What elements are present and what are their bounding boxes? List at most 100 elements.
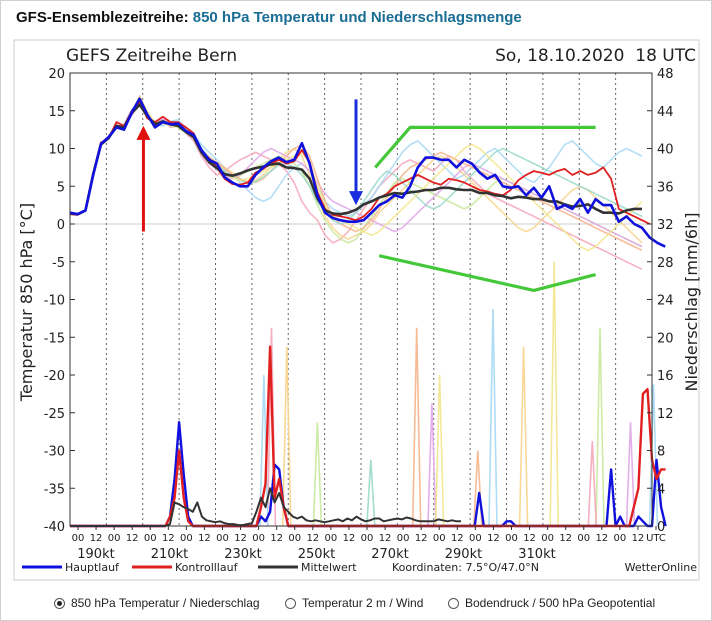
x-hour-label: 12	[306, 533, 319, 544]
view-selector: 850 hPa Temperatur / Niederschlag Temper…	[0, 590, 712, 616]
source-label: WetterOnline	[625, 561, 698, 574]
x-hour-label: 00	[577, 533, 590, 544]
ensemble-precip-spike	[411, 327, 422, 527]
x-hour-label: 00	[288, 533, 301, 544]
x-hour-label: 12	[523, 533, 536, 544]
ensemble-chart: GEFS Zeitreihe Bern So, 18.10.2020 18 UT…	[13, 39, 701, 581]
ensemble-precip-spike	[595, 327, 605, 527]
x-hour-label: 12	[162, 533, 175, 544]
x-hour-label: 00	[541, 533, 554, 544]
y-tick-label-right: 28	[657, 256, 674, 271]
y-tick-label-right: 4	[657, 482, 665, 497]
series-layer	[69, 97, 666, 248]
y-tick-label-left: 15	[48, 105, 65, 120]
grid-layer	[70, 73, 652, 526]
x-hour-label: 12	[270, 533, 283, 544]
y-axis-label-left: Temperatur 850 hPa [°C]	[17, 203, 36, 402]
x-hour-label: 00	[325, 533, 338, 544]
ensemble-precip-spike	[518, 346, 529, 527]
y-tick-label-left: -40	[44, 520, 65, 535]
radio-temperature-2m-wind[interactable]: Temperatur 2 m / Wind	[285, 596, 423, 610]
radio-label: 850 hPa Temperatur / Niederschlag	[71, 596, 260, 610]
y-tick-label-left: -35	[44, 482, 65, 497]
chart-title: GEFS Zeitreihe Bern	[66, 46, 237, 66]
y-tick-label-left: -30	[44, 445, 65, 460]
x-hour-label: 12	[379, 533, 392, 544]
coordinates-label: Koordinaten: 7.5°O/47.0°N	[392, 561, 539, 574]
chart-date-label: So, 18.10.2020 18 UTC	[495, 46, 696, 66]
ensemble-precip-spike	[427, 403, 437, 527]
y-tick-label-left: 10	[48, 143, 65, 158]
y-tick-label-right: 12	[657, 407, 674, 422]
radio-label: Temperatur 2 m / Wind	[302, 596, 424, 610]
ensemble-precip-spike	[549, 261, 559, 527]
x-hour-label: 12	[487, 533, 500, 544]
x-hour-label: 00	[361, 533, 374, 544]
x-hour-label: 00	[469, 533, 482, 544]
x-hour-label: 12	[234, 533, 247, 544]
x-hour-label: 12	[632, 533, 645, 544]
x-hour-label: 12	[595, 533, 608, 544]
y-tick-label-right: 24	[657, 294, 674, 309]
green-spread-bound-line	[374, 125, 596, 169]
x-date-label: 310kt	[518, 547, 555, 562]
blue-arrow-head	[348, 191, 363, 206]
hauptlauf-temperature-line	[69, 97, 666, 248]
x-date-label: 190kt	[77, 547, 114, 562]
y-tick-label-left: 0	[57, 218, 65, 233]
radio-button-icon[interactable]	[54, 597, 65, 609]
red-arrow-head	[136, 125, 151, 140]
radio-button-icon[interactable]	[448, 597, 459, 609]
x-hour-label: 00	[505, 533, 518, 544]
ensemble-precip-spike	[625, 422, 636, 527]
x-hour-label: 12	[198, 533, 211, 544]
radio-bodendruck-geopotential[interactable]: Bodendruck / 500 hPa Geopotential	[448, 596, 655, 610]
x-hour-label: 12	[90, 533, 103, 544]
heading-prefix: GFS-Ensemblezeitreihe	[16, 9, 184, 26]
x-hour-label: 00	[180, 533, 193, 544]
ensemble-precip-spike	[587, 441, 598, 527]
y-tick-label-left: -10	[44, 294, 65, 309]
y-tick-label-left: 5	[57, 180, 65, 195]
x-hour-label: 12	[559, 533, 572, 544]
x-date-label: 270kt	[371, 547, 408, 562]
legend-label-hauptlauf: Hauptlauf	[65, 561, 120, 574]
y-tick-label-right: 48	[657, 67, 674, 82]
legend-label-mittelwert: Mittelwert	[301, 561, 357, 574]
x-hour-label: 12	[343, 533, 356, 544]
y-tick-label-left: -20	[44, 369, 65, 384]
y-axis-label-right: Niederschlag [mm/6h]	[682, 213, 701, 392]
y-tick-label-right: 36	[657, 180, 674, 195]
x-hour-label: 12	[451, 533, 464, 544]
kontrolllauf-temperature-line	[69, 100, 651, 225]
y-tick-label-left: -5	[52, 256, 65, 271]
x-date-label: 230kt	[224, 547, 261, 562]
y-tick-label-left: 20	[48, 67, 65, 82]
x-hour-label: 00	[252, 533, 265, 544]
radio-button-icon[interactable]	[285, 597, 296, 609]
y-tick-label-right: 40	[657, 143, 674, 158]
legend-label-kontrolllauf: Kontrolllauf	[175, 561, 239, 574]
ensemble-precip-spike	[282, 346, 292, 527]
x-hour-label: UTC	[646, 533, 666, 544]
y-tick-label-right: 8	[657, 445, 665, 460]
x-hour-label: 00	[216, 533, 229, 544]
ensemble-precip-spike	[488, 308, 498, 527]
y-tick-label-left: -25	[44, 407, 65, 422]
radio-label: Bodendruck / 500 hPa Geopotential	[465, 596, 656, 610]
x-date-label: 210kt	[151, 547, 188, 562]
chart-legend: Hauptlauf Kontrolllauf Mittelwert Koordi…	[22, 561, 697, 574]
y-tick-label-right: 16	[657, 369, 674, 384]
ensemble-precip-spike	[434, 374, 445, 527]
x-hour-label: 00	[614, 533, 627, 544]
y-tick-label-left: -15	[44, 331, 65, 346]
y-tick-label-right: 0	[657, 520, 665, 535]
x-hour-label: 12	[126, 533, 139, 544]
x-hour-label: 00	[397, 533, 410, 544]
y-tick-label-right: 32	[657, 218, 674, 233]
widget-heading: GFS-Ensemblezeitreihe: 850 hPa Temperatu…	[16, 9, 522, 26]
x-hour-label: 12	[415, 533, 428, 544]
axes-layer: 20151050-5-10-15-20-25-30-35-40484440363…	[44, 67, 674, 562]
radio-850hpa-temperature[interactable]: 850 hPa Temperatur / Niederschlag	[54, 596, 260, 610]
y-tick-label-right: 44	[657, 105, 674, 120]
